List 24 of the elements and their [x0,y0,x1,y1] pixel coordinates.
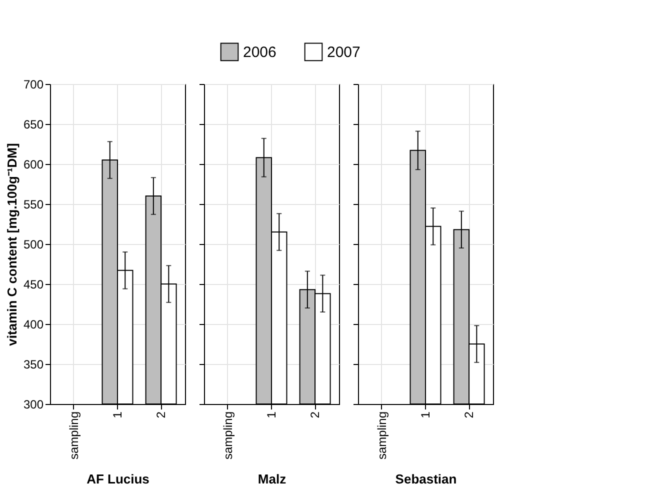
y-tick-label: 650 [23,118,44,132]
x-tick-label: sampling [66,412,81,460]
y-tick-label: 350 [23,358,44,372]
y-tick-label: 500 [23,238,44,252]
y-axis-title: vitamin C content [mg.100g⁻¹DM] [4,143,20,346]
x-tick-label: 1 [264,411,278,418]
x-tick-label: 2 [462,411,476,418]
x-tick-label: sampling [220,412,235,460]
x-axis-title: AF Lucius [86,472,150,487]
y-tick-label: 300 [23,398,44,412]
x-tick-label: sampling [374,412,389,460]
x-axis-title: Sebastian [395,472,457,487]
legend-label: 2006 [243,44,276,61]
y-tick-label: 400 [23,318,44,332]
x-tick-label: 2 [308,411,322,418]
y-tick-label: 600 [23,158,44,172]
y-tick-label: 700 [23,78,44,92]
x-tick-label: 1 [110,411,124,418]
x-axis-title: Malz [258,472,287,487]
legend-label: 2007 [327,44,360,61]
x-tick-label: 2 [154,411,168,418]
y-tick-label: 550 [23,198,44,212]
y-tick-label: 450 [23,278,44,292]
x-tick-label: 1 [418,411,432,418]
